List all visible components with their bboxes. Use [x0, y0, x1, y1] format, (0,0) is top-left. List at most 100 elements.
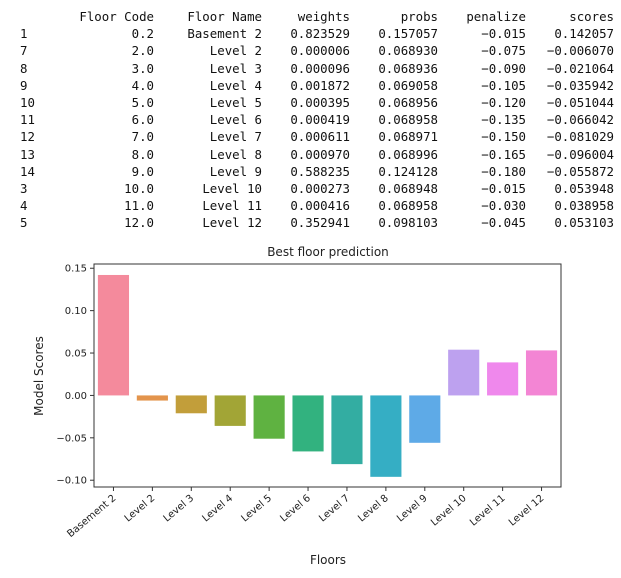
cell-weights: 0.000273	[290, 181, 350, 197]
cell-floor-name: Level 9	[209, 163, 262, 179]
cell-probs: 0.068971	[378, 129, 438, 145]
cell-floor-code: 7.0	[131, 129, 154, 145]
cell-floor-name: Level 4	[209, 77, 262, 93]
row-index: 3	[20, 181, 28, 197]
cell-penalize: −0.180	[481, 163, 526, 179]
cell-floor-name: Level 5	[209, 95, 262, 111]
bar-level-2	[136, 395, 168, 401]
x-tick-label: Level 8	[356, 493, 391, 525]
table-row: 8 3.0 Level 3 0.000096 0.068936 −0.090 −0.0210…	[20, 60, 614, 77]
cell-probs: 0.068948	[378, 181, 438, 197]
cell-probs: 0.098103	[378, 215, 438, 231]
cell-floor-code: 11.0	[124, 198, 154, 214]
table-row: 13 8.0 Level 8 0.000970 0.068996 −0.165 −0.096…	[20, 146, 614, 163]
cell-floor-name: Level 6	[209, 112, 262, 128]
x-tick-label: Basement 2	[65, 493, 118, 540]
cell-scores: −0.006070	[546, 43, 614, 59]
cell-weights: 0.352941	[290, 215, 350, 231]
table-row: 14 9.0 Level 9 0.588235 0.124128 −0.180 −0.055…	[20, 163, 614, 180]
col-header-floor-name: Floor Name	[187, 9, 262, 24]
row-index: 9	[20, 77, 28, 93]
y-tick-label: 0.05	[65, 349, 87, 360]
col-header-probs: probs	[400, 9, 438, 24]
cell-probs: 0.068958	[378, 198, 438, 214]
bar-level-9	[409, 395, 441, 443]
cell-probs: 0.124128	[378, 163, 438, 179]
y-tick-label: 0.15	[65, 264, 87, 275]
cell-penalize: −0.090	[481, 60, 526, 76]
x-tick-label: Level 10	[429, 493, 468, 529]
cell-scores: 0.053948	[554, 181, 614, 197]
y-axis: 0.15 0.10 0.05 0.00 −0.05 −0.10	[56, 264, 94, 487]
bar-level-6	[292, 395, 324, 452]
cell-floor-code: 10.0	[124, 181, 154, 197]
col-header-penalize: penalize	[466, 9, 526, 24]
cell-floor-name: Level 2	[209, 43, 262, 59]
table-header-row: Floor Code Floor Name weights probs pena…	[20, 8, 614, 25]
cell-weights: 0.000006	[290, 43, 350, 59]
row-index: 5	[20, 215, 28, 231]
row-index: 14	[20, 163, 35, 179]
cell-weights: 0.001872	[290, 77, 350, 93]
cell-scores: −0.096004	[546, 146, 614, 162]
row-index: 1	[20, 26, 28, 42]
cell-weights: 0.823529	[290, 26, 350, 42]
bar-level-8	[370, 395, 402, 477]
scores-table: Floor Code Floor Name weights probs pena…	[20, 8, 614, 232]
cell-penalize: −0.135	[481, 112, 526, 128]
table-row: 9 4.0 Level 4 0.001872 0.069058 −0.105 −0.0359…	[20, 77, 614, 94]
cell-scores: 0.038958	[554, 198, 614, 214]
cell-scores: 0.142057	[554, 26, 614, 42]
x-tick-label: Level 9	[395, 493, 430, 525]
table-row: 4 11.0 Level 11 0.000416 0.068958 −0.030 0.038…	[20, 197, 614, 214]
bar-level-5	[253, 395, 285, 439]
cell-floor-code: 2.0	[131, 43, 154, 59]
cell-floor-name: Level 3	[209, 60, 262, 76]
cell-penalize: −0.165	[481, 146, 526, 162]
cell-weights: 0.000395	[290, 95, 350, 111]
cell-scores: 0.053103	[554, 215, 614, 231]
table-row: 7 2.0 Level 2 0.000006 0.068930 −0.075 −0.0060…	[20, 42, 614, 59]
x-tick-label: Level 7	[317, 493, 352, 525]
cell-probs: 0.068956	[378, 95, 438, 111]
bars-group	[97, 274, 558, 477]
cell-weights: 0.000611	[290, 129, 350, 145]
x-tick-label: Level 2	[123, 493, 158, 525]
table-row: 5 12.0 Level 12 0.352941 0.098103 −0.045 0.053…	[20, 214, 614, 231]
cell-floor-name: Basement 2	[187, 26, 262, 42]
bar-level-10	[448, 349, 480, 396]
row-index: 4	[20, 198, 28, 214]
cell-floor-code: 6.0	[131, 112, 154, 128]
cell-penalize: −0.015	[481, 26, 526, 42]
cell-floor-name: Level 7	[209, 129, 262, 145]
row-index: 7	[20, 43, 28, 59]
cell-weights: 0.000096	[290, 60, 350, 76]
y-tick-label: −0.05	[56, 433, 87, 444]
row-index: 10	[20, 95, 35, 111]
x-axis-label: Floors	[310, 553, 346, 567]
cell-weights: 0.000419	[290, 112, 350, 128]
cell-scores: −0.081029	[546, 129, 614, 145]
plot-frame	[93, 263, 562, 488]
cell-weights: 0.000416	[290, 198, 350, 214]
cell-floor-code: 8.0	[131, 146, 154, 162]
bar-level-12	[525, 350, 558, 396]
table-row: 3 10.0 Level 10 0.000273 0.068948 −0.015 0.053…	[20, 180, 614, 197]
cell-floor-code: 3.0	[131, 60, 154, 76]
x-tick-label: Level 12	[507, 493, 546, 529]
bar-level-11	[487, 362, 519, 396]
cell-scores: −0.021064	[546, 60, 614, 76]
table-row: 11 6.0 Level 6 0.000419 0.068958 −0.135 −0.066…	[20, 111, 614, 128]
y-tick-label: 0.00	[65, 391, 87, 402]
cell-scores: −0.055872	[546, 163, 614, 179]
dataframe-output: Floor Code Floor Name weights probs pena…	[0, 0, 621, 240]
cell-scores: −0.035942	[546, 77, 614, 93]
cell-scores: −0.066042	[546, 112, 614, 128]
x-tick-label: Level 5	[239, 493, 274, 525]
cell-scores: −0.051044	[546, 95, 614, 111]
cell-penalize: −0.075	[481, 43, 526, 59]
col-header-weights: weights	[297, 9, 350, 24]
table-row: 1 0.2 Basement 2 0.823529 0.157057 −0.015 0.14…	[20, 25, 614, 42]
cell-floor-name: Level 8	[209, 146, 262, 162]
row-index: 13	[20, 146, 35, 162]
